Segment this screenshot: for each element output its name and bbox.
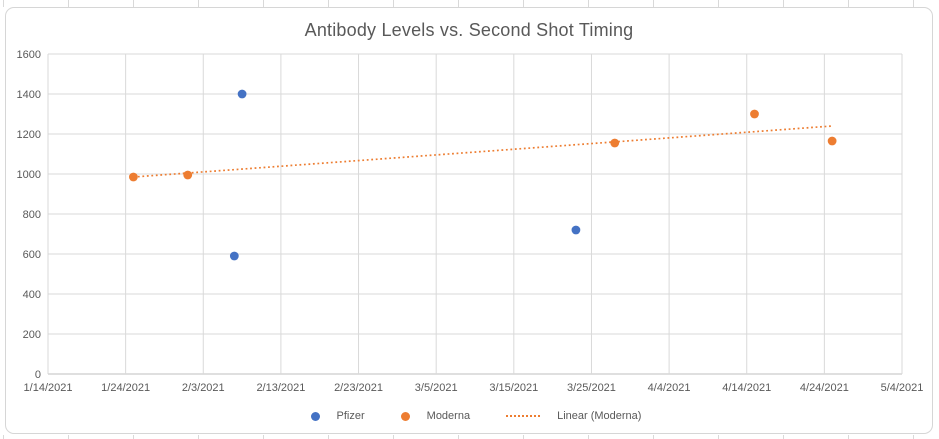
data-point-moderna[interactable]	[183, 170, 193, 180]
legend-item-linear-moderna[interactable]: Linear (Moderna)	[506, 410, 641, 422]
x-axis-tick-label: 2/3/2021	[182, 382, 225, 394]
data-point-pfizer[interactable]	[571, 225, 581, 235]
data-point-moderna[interactable]	[750, 109, 759, 119]
legend-item-moderna[interactable]: Moderna	[400, 410, 471, 422]
legend-dotted-line-icon	[506, 415, 541, 417]
x-axis-tick-label: 3/5/2021	[415, 382, 458, 394]
y-axis-tick-label: 400	[23, 289, 41, 301]
worksheet-gridlines-bottom	[0, 435, 939, 439]
y-axis-tick-label: 800	[23, 209, 41, 221]
legend-label: Linear (Moderna)	[557, 410, 642, 422]
plot-area[interactable]: 0 200 400 600 800 1000 1200 1400 1600 1/14/2021 1/…	[6, 8, 934, 435]
chart-object[interactable]: Antibody Levels vs. Second Shot Timing 0…	[5, 7, 933, 434]
legend-label: Moderna	[426, 410, 471, 422]
chart-legend: Pfizer Moderna Linear (Moderna)	[48, 407, 904, 425]
legend-item-pfizer[interactable]: Pfizer	[310, 410, 365, 422]
x-axis-tick-label: 2/23/2021	[334, 382, 383, 394]
x-axis-tick-label: 3/15/2021	[489, 382, 538, 394]
x-axis-tick-label: 1/14/2021	[24, 382, 73, 394]
y-axis-tick-label: 1600	[17, 49, 41, 61]
y-axis-tick-label: 200	[23, 329, 41, 341]
legend-dot-icon	[310, 411, 320, 421]
x-axis-tick-label: 1/24/2021	[101, 382, 150, 394]
x-axis-tick-label: 4/14/2021	[722, 382, 771, 394]
worksheet-gridlines-top	[0, 0, 939, 7]
data-point-pfizer[interactable]	[237, 89, 247, 99]
x-axis-tick-label: 5/4/2021	[881, 382, 924, 394]
data-point-moderna[interactable]	[827, 136, 837, 146]
x-axis-tick-label: 2/13/2021	[256, 382, 305, 394]
legend-label: Pfizer	[336, 410, 365, 422]
x-axis-tick-label: 4/4/2021	[648, 382, 691, 394]
y-axis-tick-label: 1200	[17, 129, 41, 141]
y-axis-tick-label: 0	[35, 369, 41, 381]
chart-title[interactable]: Antibody Levels vs. Second Shot Timing	[304, 20, 634, 40]
x-axis-tick-label: 3/25/2021	[567, 382, 616, 394]
x-axis-tick-label: 4/24/2021	[800, 382, 849, 394]
data-point-moderna[interactable]	[129, 172, 138, 182]
y-axis-tick-label: 600	[23, 249, 41, 261]
legend-dot-icon	[400, 411, 410, 421]
data-point-moderna[interactable]	[610, 138, 620, 148]
data-point-pfizer[interactable]	[229, 251, 239, 261]
y-axis-tick-label: 1000	[17, 169, 41, 181]
y-axis-tick-label: 1400	[17, 89, 41, 101]
